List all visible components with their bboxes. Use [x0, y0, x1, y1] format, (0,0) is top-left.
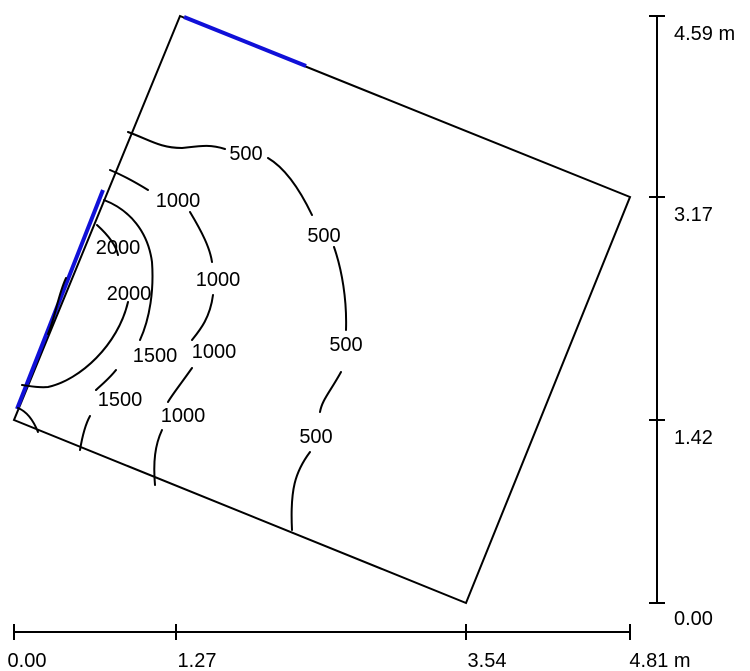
contour-line-1000	[109, 169, 214, 486]
y-tick-label: 0.00	[674, 608, 713, 630]
contour-line-1500	[79, 199, 154, 451]
y-tick-label: 1.42	[674, 427, 713, 449]
contour-label: 1000	[192, 341, 237, 363]
window-segment-top	[183, 15, 307, 68]
contour-label: 1500	[133, 345, 178, 367]
y-tick-label: 3.17	[674, 204, 713, 226]
contour-label: 2000	[107, 283, 152, 305]
x-tick-label: 4.81 m	[629, 650, 690, 671]
contour-label: 1000	[161, 405, 206, 427]
x-tick-label: 1.27	[178, 650, 217, 671]
y-scale-bar	[649, 15, 665, 604]
contour-label: 500	[307, 225, 340, 247]
contour-line-500	[127, 131, 348, 531]
contour-label: 2000	[96, 237, 141, 259]
x-tick-label: 0.00	[8, 650, 47, 671]
contour-label: 1000	[196, 269, 241, 291]
room-outline	[12, 14, 632, 605]
contour-label: 500	[229, 143, 262, 165]
y-tick-label: 4.59 m	[674, 23, 735, 45]
contour-line-corner	[17, 407, 39, 433]
contour-label: 1000	[156, 190, 201, 212]
contour-label: 500	[299, 426, 332, 448]
contour-line-2000	[21, 224, 129, 389]
contour-label: 1500	[98, 389, 143, 411]
x-tick-label: 3.54	[468, 650, 507, 671]
window-segment-left	[15, 189, 105, 410]
x-scale-bar	[13, 624, 631, 640]
contour-label: 500	[329, 334, 362, 356]
